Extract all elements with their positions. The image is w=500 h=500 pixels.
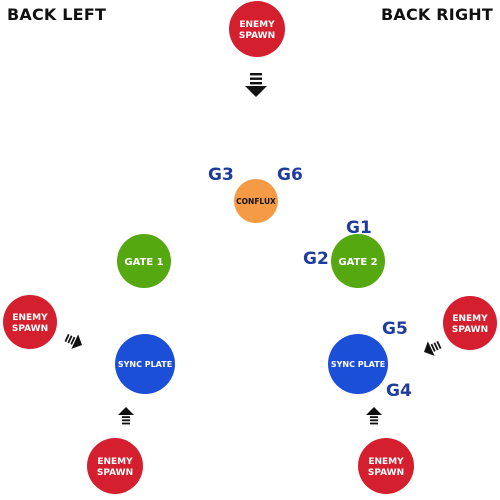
arrow-up-from-bottom-left-spawn [118,407,134,425]
back-right-label: BACK RIGHT [381,5,493,24]
enemy-spawn-right-line1: ENEMY [452,314,488,324]
arrow-right-from-left-spawn [62,330,86,353]
arrow-down-from-top-spawn [245,73,267,97]
enemy-spawn-left-line2: SPAWN [12,324,48,334]
marker-g2: G2 [303,249,329,269]
enemy-spawn-bottom-right-line2: SPAWN [368,468,404,478]
enemy-spawn-left-line1: ENEMY [12,313,48,323]
enemy-spawn-top-line2: SPAWN [239,31,275,41]
back-left-label: BACK LEFT [7,5,107,24]
enemy-spawn-right-line2: SPAWN [452,325,488,335]
marker-g6: G6 [277,165,303,185]
sync-plate-right-node: SYNC PLATE [328,334,388,394]
gate-2-node: GATE 2 [331,234,385,288]
conflux-label: CONFLUX [236,197,276,206]
marker-g5: G5 [382,319,408,339]
marker-g3: G3 [208,165,234,185]
enemy-spawn-left: ENEMY SPAWN [3,295,57,349]
enemy-spawn-right: ENEMY SPAWN [443,296,497,350]
enemy-spawn-bottom-right: ENEMY SPAWN [358,438,414,494]
gate-2-label: GATE 2 [338,257,377,268]
enemy-spawn-top: ENEMY SPAWN [229,1,285,57]
marker-g4: G4 [386,381,412,401]
enemy-spawn-bottom-left: ENEMY SPAWN [87,438,143,494]
sync-plate-left-label: SYNC PLATE [118,360,172,369]
gate-1-label: GATE 1 [124,257,163,268]
sync-plate-right-label: SYNC PLATE [331,360,385,369]
arrow-up-from-bottom-right-spawn [366,407,382,425]
gate-1-node: GATE 1 [117,234,171,288]
enemy-spawn-top-line1: ENEMY [239,20,275,30]
marker-g1: G1 [346,218,372,238]
arrow-left-from-right-spawn [420,337,444,360]
sync-plate-left-node: SYNC PLATE [115,334,175,394]
enemy-spawn-bottom-left-line2: SPAWN [97,468,133,478]
enemy-spawn-bottom-right-line1: ENEMY [368,457,404,467]
enemy-spawn-bottom-left-line1: ENEMY [97,457,133,467]
conflux-node: CONFLUX [234,179,278,223]
